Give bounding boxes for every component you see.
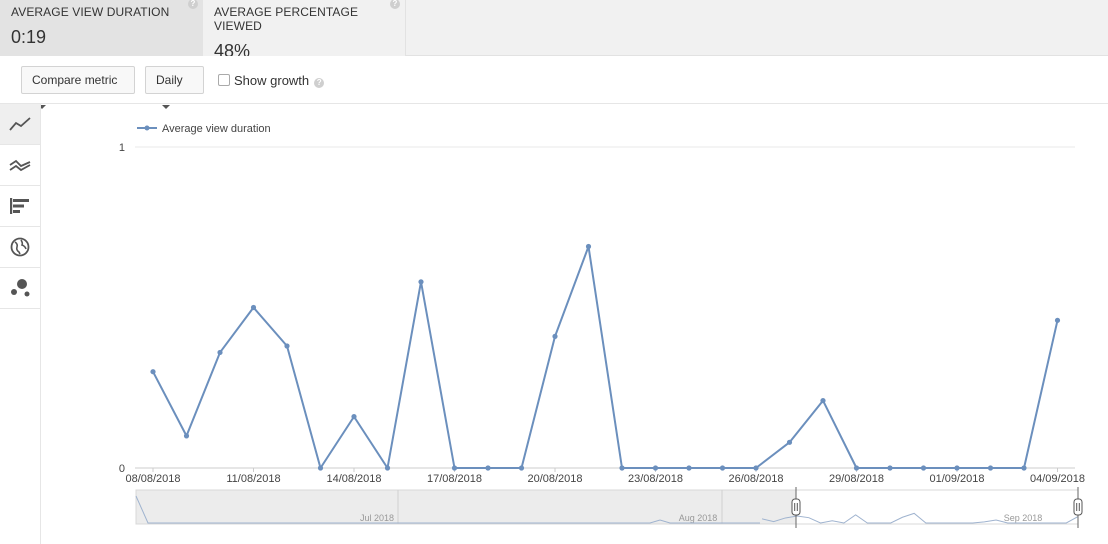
data-point bbox=[719, 465, 726, 471]
navigator-month-label: Jul 2018 bbox=[360, 513, 394, 523]
x-tick-label: 23/08/2018 bbox=[628, 473, 683, 485]
data-point bbox=[250, 304, 257, 311]
bubble-chart-icon bbox=[11, 279, 30, 297]
chart-legend: Average view duration bbox=[137, 123, 271, 135]
data-point bbox=[284, 343, 290, 349]
bar-chart-icon bbox=[10, 198, 29, 214]
caret-down-icon bbox=[38, 104, 46, 109]
y-axis: 01 bbox=[119, 142, 125, 475]
data-point bbox=[317, 465, 324, 471]
metric-card-avg-percentage-viewed[interactable]: AVERAGE PERCENTAGE VIEWED 48% ? bbox=[203, 0, 406, 61]
bubble-chart-button[interactable] bbox=[0, 268, 40, 309]
navigator-handle[interactable] bbox=[1073, 498, 1083, 516]
x-tick-label: 17/08/2018 bbox=[427, 473, 482, 485]
legend-label: Average view duration bbox=[162, 123, 271, 135]
globe-icon bbox=[10, 237, 30, 257]
navigator-month-label: Sep 2018 bbox=[1004, 513, 1043, 523]
navigator-handle[interactable] bbox=[791, 498, 801, 516]
data-point bbox=[384, 465, 391, 471]
data-point bbox=[451, 465, 458, 471]
x-tick-label: 29/08/2018 bbox=[829, 473, 884, 485]
data-point bbox=[585, 243, 592, 250]
data-point bbox=[820, 397, 826, 404]
map-chart-button[interactable] bbox=[0, 227, 40, 268]
metric-value: 0:19 bbox=[11, 27, 47, 47]
x-tick-label: 01/09/2018 bbox=[929, 473, 984, 485]
navigator-selected-region bbox=[795, 489, 1079, 525]
show-growth-label: Show growth bbox=[234, 73, 310, 88]
data-point bbox=[518, 465, 525, 471]
chart-grid bbox=[135, 146, 1075, 469]
x-tick-label: 26/08/2018 bbox=[728, 473, 783, 485]
data-point bbox=[887, 465, 893, 471]
compare-metric-button[interactable]: Compare metric bbox=[21, 66, 135, 109]
data-point bbox=[853, 465, 860, 471]
show-growth-checkbox[interactable] bbox=[218, 74, 230, 86]
data-point bbox=[183, 433, 190, 439]
navigator-unselected-region bbox=[135, 489, 797, 525]
navigator-month-label: Aug 2018 bbox=[679, 513, 718, 523]
series-average-view-duration bbox=[150, 243, 1061, 471]
line-chart-button[interactable] bbox=[0, 104, 40, 145]
x-tick-label: 08/08/2018 bbox=[125, 473, 180, 485]
multi-line-chart-icon bbox=[9, 159, 31, 172]
data-point bbox=[686, 465, 692, 471]
metric-label: AVERAGE VIEW DURATION bbox=[11, 5, 170, 19]
help-icon[interactable]: ? bbox=[188, 0, 198, 9]
series-line bbox=[152, 245, 1059, 469]
multi-line-chart-button[interactable] bbox=[0, 145, 40, 186]
chart-type-toolbar bbox=[0, 104, 41, 544]
navigator-series-line bbox=[761, 512, 1079, 524]
x-tick-label: 20/08/2018 bbox=[527, 473, 582, 485]
chart-controls: Compare metric Daily Show growth? bbox=[0, 56, 1108, 109]
data-point bbox=[485, 465, 491, 471]
data-point bbox=[1054, 317, 1061, 323]
y-tick-label: 1 bbox=[119, 142, 125, 154]
y-tick-label: 0 bbox=[119, 463, 125, 475]
x-tick-label: 14/08/2018 bbox=[326, 473, 381, 485]
data-point bbox=[351, 414, 357, 420]
data-point bbox=[954, 465, 960, 471]
bar-chart-button[interactable] bbox=[0, 186, 40, 227]
data-point bbox=[150, 369, 156, 375]
line-chart-icon bbox=[9, 117, 31, 131]
data-point bbox=[786, 439, 793, 445]
navigator-history-line bbox=[135, 495, 760, 524]
help-icon[interactable]: ? bbox=[314, 78, 325, 88]
x-axis: 08/08/2018 11/08/2018 14/08/2018 17/08/2018… bbox=[125, 468, 1085, 485]
show-growth-toggle[interactable]: Show growth? bbox=[218, 73, 325, 88]
chart-canvas: Average view duration 01 08/08/2018 11/08… bbox=[119, 123, 1085, 528]
x-tick-label: 11/08/2018 bbox=[226, 473, 280, 485]
interval-dropdown[interactable]: Daily bbox=[145, 66, 204, 109]
metric-label: AVERAGE PERCENTAGE VIEWED bbox=[214, 5, 359, 33]
data-point bbox=[619, 465, 625, 471]
data-point bbox=[920, 465, 927, 471]
metric-card-avg-view-duration[interactable]: AVERAGE VIEW DURATION 0:19 ? bbox=[0, 0, 203, 56]
data-point bbox=[1021, 465, 1027, 471]
caret-down-icon bbox=[162, 104, 170, 109]
interval-label: Daily bbox=[156, 73, 183, 87]
legend-marker bbox=[144, 125, 150, 131]
data-point bbox=[217, 349, 223, 356]
data-point bbox=[652, 465, 659, 471]
help-icon[interactable]: ? bbox=[390, 0, 400, 9]
data-point bbox=[418, 279, 424, 285]
compare-metric-label: Compare metric bbox=[32, 73, 118, 87]
metric-bar: AVERAGE VIEW DURATION 0:19 ? AVERAGE PER… bbox=[0, 0, 1108, 61]
x-tick-label: 04/09/2018 bbox=[1030, 473, 1085, 485]
data-point bbox=[987, 465, 994, 471]
data-point bbox=[552, 333, 558, 339]
data-point bbox=[753, 465, 759, 471]
time-range-navigator[interactable]: Jul 2018 Aug 2018 Sep 2018 bbox=[135, 487, 1083, 528]
